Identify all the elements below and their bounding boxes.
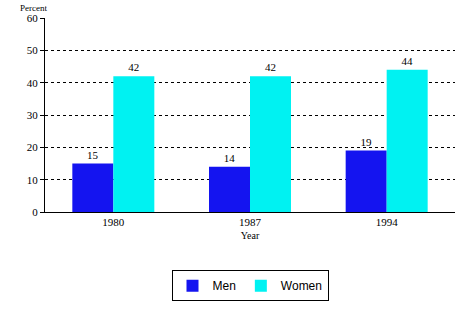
- svg-text:0: 0: [32, 206, 38, 218]
- svg-text:Year: Year: [241, 230, 260, 241]
- svg-text:20: 20: [27, 141, 39, 153]
- svg-text:42: 42: [128, 61, 139, 73]
- svg-text:40: 40: [27, 77, 39, 89]
- svg-text:15: 15: [87, 149, 99, 161]
- svg-text:1980: 1980: [102, 216, 125, 228]
- svg-text:14: 14: [224, 152, 236, 164]
- svg-text:19: 19: [360, 136, 372, 148]
- svg-text:Percent: Percent: [20, 3, 47, 13]
- svg-text:Men: Men: [213, 279, 236, 293]
- svg-text:44: 44: [401, 55, 413, 67]
- svg-text:30: 30: [27, 109, 39, 121]
- svg-text:42: 42: [265, 61, 276, 73]
- svg-text:1994: 1994: [376, 216, 399, 228]
- svg-text:60: 60: [27, 12, 39, 24]
- svg-text:Women: Women: [281, 279, 322, 293]
- svg-text:50: 50: [27, 44, 39, 56]
- svg-text:10: 10: [27, 174, 39, 186]
- svg-text:1987: 1987: [239, 216, 262, 228]
